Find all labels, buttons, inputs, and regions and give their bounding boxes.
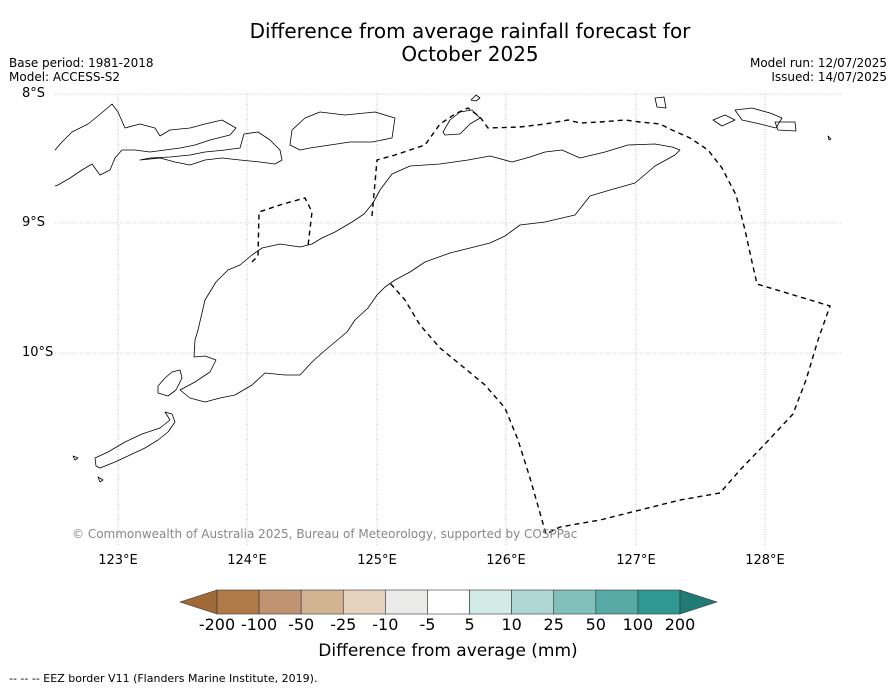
northern-islands-coast: [54, 103, 237, 187]
lon-label-123e: 123°E: [98, 553, 138, 568]
colorbar-tick-label: 200: [664, 615, 696, 634]
eez-border: [251, 107, 831, 536]
colorbar-title: Difference from average (mm): [318, 641, 578, 661]
model-run: Model run: 12/07/2025: [749, 56, 887, 70]
colorbar-extend-low: [179, 589, 218, 615]
colorbar-segment: [511, 589, 555, 615]
eez-footnote: -- -- -- EEZ border V11 (Flanders Marine…: [9, 672, 318, 685]
alor-island-coast: [289, 111, 396, 151]
colorbar-labels: -200 -100 -50 -25 -10 -5 5 10 25 50 100 200: [0, 615, 896, 635]
lon-label-124e: 124°E: [227, 553, 267, 568]
colorbar-segment: [385, 589, 428, 615]
colorbar-extend-high: [679, 589, 718, 615]
lon-label-127e: 127°E: [616, 553, 656, 568]
colorbar-tick-label: -5: [419, 615, 436, 634]
lon-label-126e: 126°E: [486, 553, 526, 568]
colorbar-segment: [595, 589, 639, 615]
map-title: Difference from average rainfall forecas…: [170, 20, 770, 66]
lat-label-10s: 10°S: [22, 345, 54, 360]
gridlines: [55, 93, 843, 545]
meta-right: Model run: 12/07/2025 Issued: 14/07/2025: [750, 56, 887, 84]
colorbar: [179, 589, 718, 615]
wetar-island-coast: [442, 109, 481, 136]
colorbar-tick-label: -25: [330, 615, 357, 634]
colorbar-tick-label: -50: [288, 615, 315, 634]
colorbar-tick-label: 5: [464, 615, 475, 634]
colorbar-segment: [258, 589, 302, 615]
model-name: Model: ACCESS-S2: [9, 70, 121, 84]
rote-island-coast: [94, 411, 176, 469]
colorbar-tick-label: -200: [198, 615, 236, 634]
colorbar-tick-label: 100: [622, 615, 654, 634]
lon-label-125e: 125°E: [357, 553, 397, 568]
title-line-2: October 2025: [401, 42, 539, 66]
title-line-1: Difference from average rainfall forecas…: [249, 19, 691, 43]
colorbar-segment: [427, 589, 470, 615]
semau-island-coast: [157, 369, 183, 397]
coastlines: [54, 94, 832, 483]
lon-label-128e: 128°E: [745, 553, 785, 568]
colorbar-segment: [553, 589, 597, 615]
base-period: Base period: 1981-2018: [9, 56, 154, 70]
colorbar-tick-label: 10: [501, 615, 522, 634]
copyright-notice: © Commonwealth of Australia 2025, Bureau…: [72, 527, 578, 541]
colorbar-tick-label: -100: [240, 615, 278, 634]
issued-date: Issued: 14/07/2025: [771, 70, 887, 84]
colorbar-segment: [216, 589, 260, 615]
lat-label-8s: 8°S: [22, 86, 46, 101]
lat-label-9s: 9°S: [22, 215, 46, 230]
colorbar-segment: [637, 589, 681, 615]
timor-island-coast: [179, 143, 681, 403]
colorbar-segment: [342, 589, 386, 615]
colorbar-tick-label: -10: [372, 615, 399, 634]
colorbar-segment: [300, 589, 344, 615]
meta-left: Base period: 1981-2018 Model: ACCESS-S2: [9, 56, 154, 84]
colorbar-tick-label: 25: [543, 615, 564, 634]
colorbar-segment: [469, 589, 512, 615]
colorbar-tick-label: 50: [585, 615, 606, 634]
